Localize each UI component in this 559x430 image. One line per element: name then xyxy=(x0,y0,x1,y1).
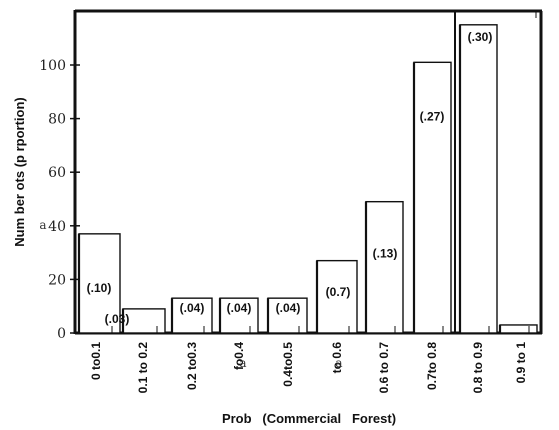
y-tick-label: 60 xyxy=(48,165,66,181)
bar: (.27) xyxy=(414,62,451,333)
bar: (.04) xyxy=(268,298,307,333)
x-axis-label: Prob (Commercial Forest) xyxy=(222,411,396,426)
bar: (.04) xyxy=(172,298,212,333)
bar-data-label: (.10) xyxy=(87,281,112,295)
bar: (.30) xyxy=(460,25,497,333)
y-tick-label: 0 xyxy=(57,326,66,342)
bar-data-label: (.03) xyxy=(105,312,130,326)
x-tick-label: 0.2 to0.3 xyxy=(185,342,199,390)
bar: (.04) xyxy=(220,298,258,333)
x-tick-label: 0.8 to 0.9 xyxy=(471,342,485,394)
stray-mark-x1: a xyxy=(239,356,246,370)
bar-data-label: (.04) xyxy=(180,301,205,315)
x-tick-label: 0.9 to 1 xyxy=(514,342,528,384)
bar-rect xyxy=(500,325,537,333)
bar-rect xyxy=(366,202,403,333)
x-tick-label: 0.7to 0.8 xyxy=(425,342,439,390)
bar-data-label: (.04) xyxy=(227,301,252,315)
bar-rect xyxy=(460,25,497,333)
x-tick-label: 0.4to0.5 xyxy=(281,342,295,387)
bar: (0.7) xyxy=(317,261,357,333)
bar-data-label: (.30) xyxy=(468,30,493,44)
bar-rect xyxy=(414,62,451,333)
stray-mark-y: a xyxy=(39,218,46,232)
x-tick-label: 0.6 to 0.7 xyxy=(377,342,391,394)
y-tick-label: 40 xyxy=(48,219,66,235)
x-tick-label: 0.1 to 0.2 xyxy=(136,342,150,394)
bar-data-label: (.04) xyxy=(276,301,301,315)
bar-data-label: (.13) xyxy=(373,247,398,261)
bar-data-label: (.27) xyxy=(420,109,445,123)
x-tick-labels: 0 to0.1 0.1 to 0.2 0.2 to0.3 fo0.4 0.4to0.5 t… xyxy=(89,342,528,394)
bars: (.10) (.03) (.04) (.04) (.04) (0.7) (.13) (.27)… xyxy=(79,25,537,333)
y-tick-label: 20 xyxy=(48,272,66,288)
bar: (.13) xyxy=(366,202,403,333)
x-tick-label: 0 to0.1 xyxy=(89,342,103,380)
bar xyxy=(500,325,537,333)
bar-data-label: (0.7) xyxy=(326,285,351,299)
y-tick-label: 100 xyxy=(39,58,66,74)
y-axis-label: Num ber ots (p rportion) xyxy=(12,97,27,247)
y-tick-label: 80 xyxy=(48,112,66,128)
stray-mark-x2: a xyxy=(335,356,342,370)
